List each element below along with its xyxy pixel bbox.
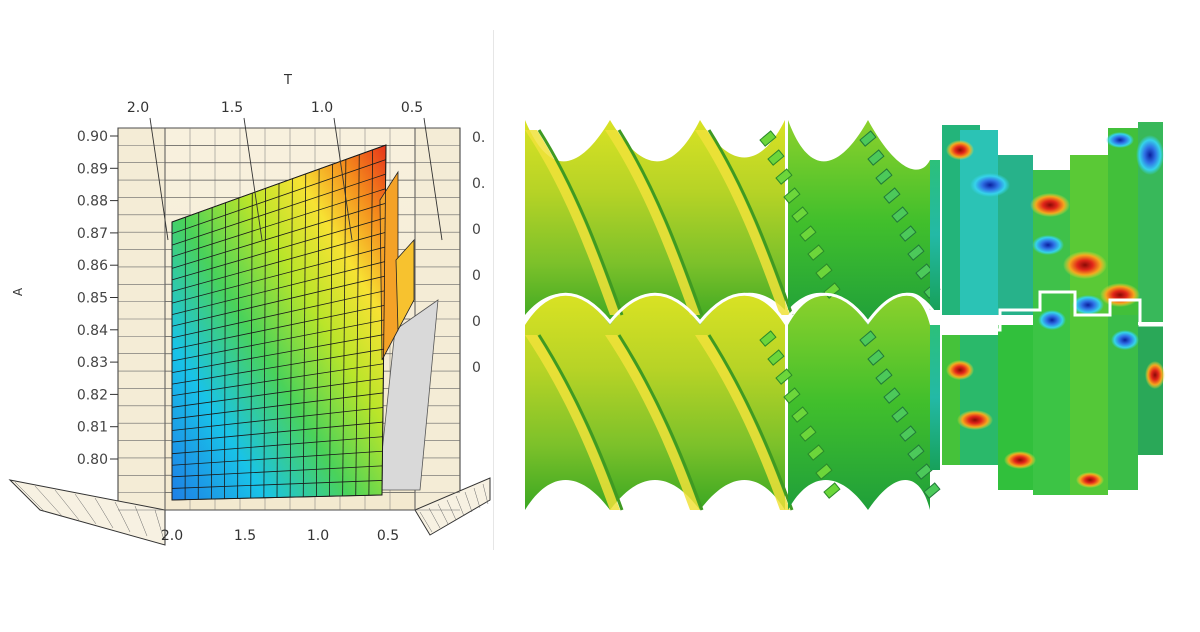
panel-divider	[493, 30, 494, 550]
cold-spot	[1072, 295, 1104, 315]
hot-spot	[946, 360, 974, 380]
y-tick-label: 0.88	[77, 194, 108, 210]
right-tick-label: 0.	[472, 176, 485, 192]
cold-spot	[1032, 235, 1064, 255]
hot-spot	[1100, 283, 1140, 307]
y-axis-ticks: 0.90 0.89 0.88 0.87 0.86 0.85 0.84 0.83 0.82 0.81…	[77, 129, 118, 468]
right-axis-ticks: 0. 0. 0 0 0 0	[472, 130, 485, 376]
hot-spot	[1145, 361, 1165, 389]
y-tick-label: 0.86	[77, 258, 108, 274]
top-tick-label: 1.5	[221, 100, 243, 116]
y-tick-label: 0.87	[77, 226, 108, 242]
cold-spot	[1136, 135, 1164, 175]
y-tick-label: 0.84	[77, 323, 108, 339]
top-tick-label: 2.0	[127, 100, 149, 116]
screw-render-panel	[520, 110, 1200, 520]
hot-spot	[957, 410, 993, 430]
screw-section-1	[525, 120, 792, 510]
cold-spot	[1038, 310, 1066, 330]
top-axis-label: T	[283, 73, 292, 88]
top-tick-label: 0.5	[401, 100, 423, 116]
bottom-tick-label: 1.0	[307, 528, 329, 544]
right-tick-label: 0	[472, 360, 481, 376]
hot-spot	[1004, 451, 1036, 469]
cold-spot	[1111, 330, 1139, 350]
right-tick-label: 0	[472, 314, 481, 330]
y-tick-label: 0.83	[77, 355, 108, 371]
right-tick-label: 0	[472, 268, 481, 284]
screw-render	[520, 110, 1200, 520]
cold-spot	[1106, 132, 1134, 148]
bottom-tick-label: 2.0	[161, 528, 183, 544]
kneading-tooth	[824, 483, 840, 498]
y-tick-label: 0.85	[77, 291, 108, 307]
y-tick-label: 0.89	[77, 161, 108, 177]
bottom-axis-ticks: 2.0 1.5 1.0 0.5	[161, 528, 399, 544]
surface-plot: 0.90 0.89 0.88 0.87 0.86 0.85 0.84 0.83 0.82 0.81…	[0, 0, 495, 628]
kneading-block	[960, 335, 998, 465]
kneading-blocks	[942, 122, 1165, 495]
right-tick-label: 0.	[472, 130, 485, 146]
kneading-block	[1070, 295, 1108, 495]
bottom-tick-label: 1.5	[234, 528, 256, 544]
y-axis-label: A	[11, 287, 25, 296]
y-tick-label: 0.82	[77, 387, 108, 403]
hot-spot	[946, 140, 974, 160]
y-tick-label: 0.80	[77, 452, 108, 468]
hot-spot	[1030, 193, 1070, 217]
y-tick-label: 0.90	[77, 129, 108, 145]
hot-spot	[1063, 251, 1107, 279]
surface-fold-1	[380, 172, 398, 360]
hot-spot	[1076, 472, 1104, 488]
surface-plot-panel: 0.90 0.89 0.88 0.87 0.86 0.85 0.84 0.83 0.82 0.81…	[0, 0, 495, 628]
top-tick-label: 1.0	[311, 100, 333, 116]
kneading-block	[1138, 325, 1163, 455]
cold-spot	[970, 173, 1010, 197]
right-tick-label: 0	[472, 222, 481, 238]
bottom-tick-label: 0.5	[377, 528, 399, 544]
y-tick-label: 0.81	[77, 420, 108, 436]
